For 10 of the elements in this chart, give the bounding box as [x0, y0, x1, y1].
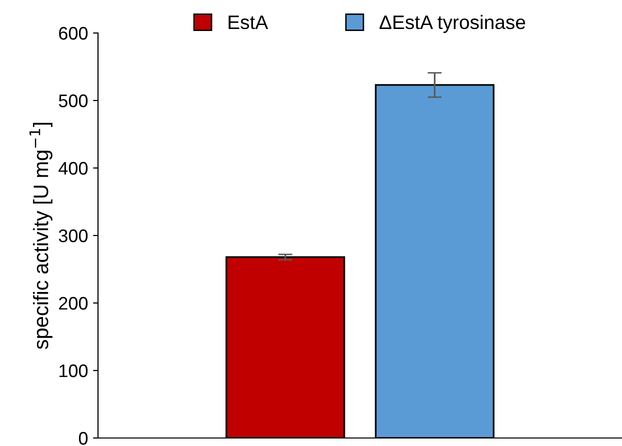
y-tick-label: 0 [78, 432, 88, 445]
y-tick-label: 200 [59, 296, 88, 310]
y-axis-title: specific activity [U mg$^{−1}$] [29, 122, 52, 350]
y-tick-label: 300 [58, 229, 88, 242]
y-tick-label: 100 [60, 364, 88, 378]
y-tick-label: 600 [59, 26, 88, 40]
legend-label: EstA [228, 16, 268, 30]
legend-label: ΔEstA tyrosinase [380, 14, 526, 33]
y-tick-label: 400 [58, 162, 88, 175]
y-tick-label: 500 [58, 94, 88, 108]
